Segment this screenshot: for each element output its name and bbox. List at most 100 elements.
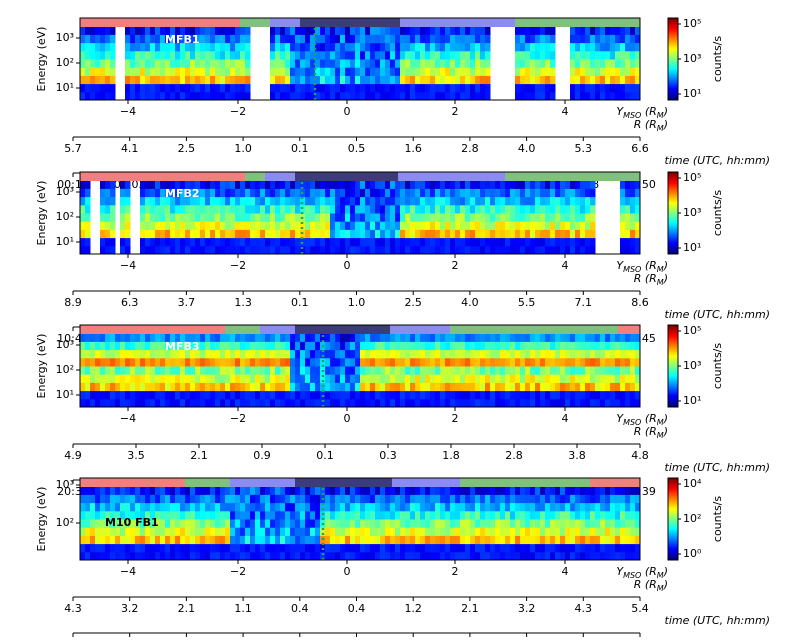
spectrogram-cell <box>275 221 281 230</box>
spectrogram-cell <box>135 398 141 408</box>
spectrogram-cell <box>190 390 196 400</box>
spectrogram-cell <box>535 196 541 206</box>
spectrogram-cell <box>355 180 361 189</box>
spectrogram-cell <box>440 26 446 35</box>
spectrogram-cell <box>420 91 426 101</box>
spectrogram-cell <box>525 510 531 520</box>
spectrogram-cell <box>515 75 521 85</box>
spectrogram-cell <box>630 510 636 520</box>
spectrogram-cell <box>80 245 86 255</box>
spectrogram-cell <box>265 366 271 375</box>
spectrogram-cell <box>230 494 236 504</box>
spectrogram-cell <box>100 357 106 367</box>
spectrogram-cell <box>200 83 206 93</box>
spectrogram-cell <box>465 486 471 495</box>
spectrogram-cell <box>375 229 381 239</box>
spectrogram-cell <box>535 42 541 52</box>
spectrogram-cell <box>460 527 466 536</box>
spectrogram-cell <box>580 204 586 214</box>
spectrogram-cell <box>80 75 86 85</box>
spectrogram-cell <box>490 519 496 528</box>
spectrogram-cell <box>340 213 346 222</box>
spectrogram-cell <box>535 34 541 44</box>
spectrogram-cell <box>450 50 456 60</box>
spectrogram-cell <box>535 188 541 198</box>
spectrogram-cell <box>390 196 396 206</box>
spectrogram-cell <box>165 196 171 206</box>
r-tick-label: 4.1 <box>121 142 139 155</box>
spectrogram-cell <box>175 180 181 189</box>
spectrogram-cell <box>330 42 336 52</box>
spectrogram-cell <box>90 366 96 375</box>
spectrogram-cell <box>135 502 141 512</box>
region-bar <box>300 18 400 27</box>
spectrogram-cell <box>270 398 276 408</box>
spectrogram-cell <box>295 67 301 76</box>
colorbar-tick-label: 10⁵ <box>683 17 701 30</box>
spectrogram-cell <box>120 494 126 504</box>
spectrogram-cell <box>265 510 271 520</box>
spectrogram-cell <box>225 50 231 60</box>
spectrogram-cell <box>490 229 496 239</box>
spectrogram-cell <box>370 75 376 85</box>
spectrogram-cell <box>215 91 221 101</box>
spectrogram-cell <box>490 366 496 375</box>
spectrogram-cell <box>305 67 311 76</box>
spectrogram-cell <box>430 510 436 520</box>
spectrogram-cell <box>510 486 516 495</box>
spectrogram-cell <box>405 551 411 561</box>
spectrogram-cell <box>185 83 191 93</box>
spectrogram-cell <box>365 83 371 93</box>
spectrogram-cell <box>355 494 361 504</box>
spectrogram-cell <box>85 527 91 536</box>
colorbar-cell <box>668 508 678 512</box>
spectrogram-cell <box>460 398 466 408</box>
spectrogram-cell <box>520 357 526 367</box>
spectrogram-cell <box>580 519 586 528</box>
colorbar-tick-label: 10² <box>683 512 701 525</box>
spectrogram-cell <box>430 535 436 545</box>
spectrogram-cell <box>310 349 316 359</box>
spectrogram-cell <box>345 59 351 68</box>
spectrogram-cell <box>420 374 426 383</box>
spectrogram-cell <box>185 26 191 35</box>
spectrogram-cell <box>540 494 546 504</box>
spectrogram-cell <box>85 341 91 351</box>
spectrogram-cell <box>275 196 281 206</box>
spectrogram-cell <box>235 398 241 408</box>
spectrogram-cell <box>180 237 186 247</box>
spectrogram-cell <box>560 196 566 206</box>
spectrogram-cell <box>365 510 371 520</box>
spectrogram-cell <box>325 535 331 545</box>
spectrogram-cell <box>485 486 491 495</box>
spectrogram-cell <box>215 26 221 35</box>
colorbar-cell <box>668 386 678 390</box>
spectrogram-cell <box>575 349 581 359</box>
colorbar-cell <box>668 396 678 400</box>
spectrogram-cell <box>275 357 281 367</box>
spectrogram-cell <box>115 398 121 408</box>
spectrogram-cell <box>285 341 291 351</box>
spectrogram-cell <box>175 237 181 247</box>
spectrogram-cell <box>255 486 261 495</box>
spectrogram-cell <box>550 188 556 198</box>
spectrogram-cell <box>315 26 321 35</box>
spectrogram-cell <box>560 213 566 222</box>
spectrogram-cell <box>575 341 581 351</box>
spectrogram-cell <box>165 527 171 536</box>
spectrogram-cell <box>550 551 556 561</box>
colorbar-cell <box>668 196 678 200</box>
spectrogram-cell <box>305 204 311 214</box>
spectrogram-cell <box>435 26 441 35</box>
spectrogram-cell <box>380 527 386 536</box>
spectrogram-cell <box>170 26 176 35</box>
spectrogram-cell <box>255 543 261 553</box>
spectrogram-cell <box>245 398 251 408</box>
spectrogram-cell <box>210 519 216 528</box>
colorbar-cell <box>668 339 678 342</box>
spectrogram-cell <box>90 398 96 408</box>
spectrogram-cell <box>285 519 291 528</box>
spectrogram-cell <box>225 67 231 76</box>
spectrogram-cell <box>600 510 606 520</box>
spectrogram-cell <box>310 42 316 52</box>
